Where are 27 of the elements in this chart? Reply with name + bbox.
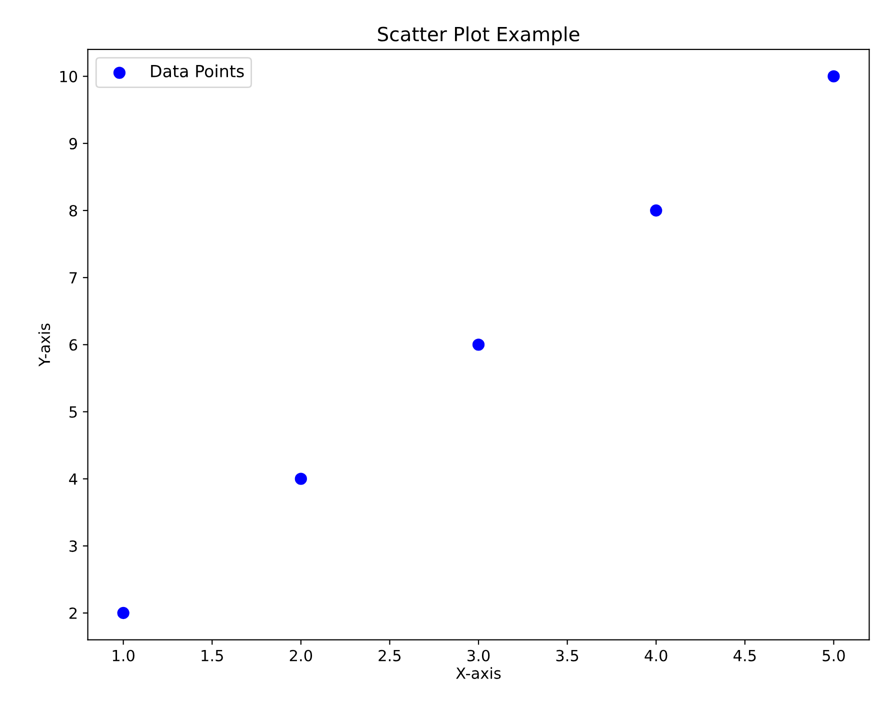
point (117, 606, 130, 620)
chart-title: Scatter Plot Example (378, 26, 580, 46)
x-tick-label: 4.0 (644, 650, 668, 662)
point (828, 70, 840, 82)
y-tick-label: 6 (69, 339, 78, 351)
point (472, 338, 485, 351)
x-tick-label: 2.0 (290, 650, 312, 662)
legend-label: Data Points (151, 64, 244, 78)
x-tick-label: 1.5 (202, 650, 223, 662)
x-tick-label: 1.0 (112, 650, 134, 662)
point (650, 204, 662, 217)
y-tick-label: 8 (69, 204, 78, 217)
y-tick-label: 9 (69, 138, 78, 150)
point (294, 472, 307, 485)
y-tick-label: 3 (70, 540, 77, 552)
y-tick-label: 7 (70, 272, 77, 284)
x-tick-label: 4.5 (734, 650, 756, 662)
x-tick-label: 5.0 (822, 650, 845, 662)
x-axis-title: X-axis (456, 667, 501, 679)
y-tick-label: 5 (70, 406, 77, 418)
y-axis-title: Y-axis (38, 324, 50, 367)
x-tick-label: 3.5 (556, 650, 578, 662)
y-tick-label: 2 (69, 607, 77, 619)
x-tick-label: 3.0 (468, 650, 490, 662)
y-tick-label: 4 (69, 474, 78, 485)
x-tick-label: 2.5 (378, 650, 401, 662)
y-tick-label: 10 (60, 70, 78, 82)
